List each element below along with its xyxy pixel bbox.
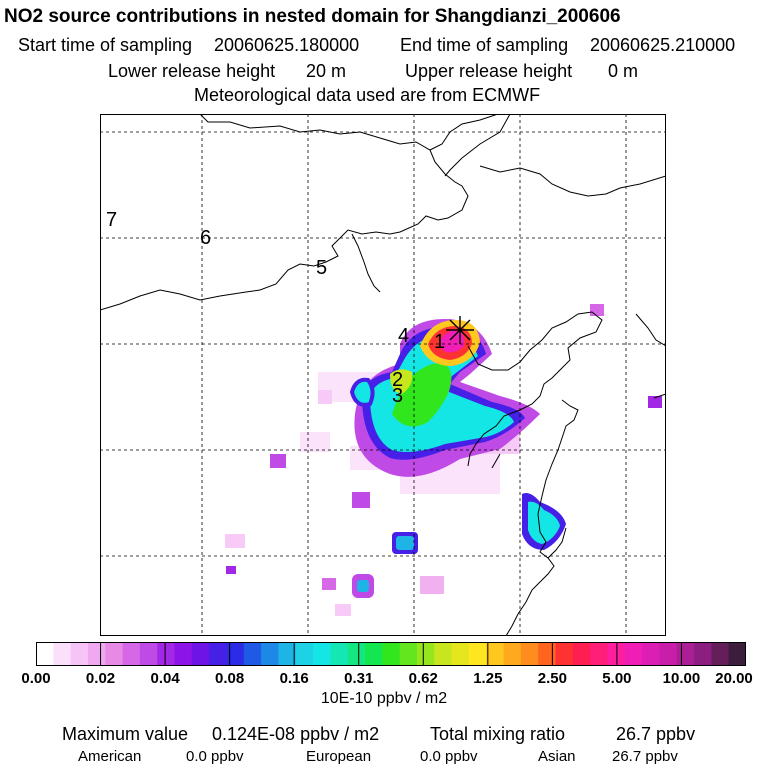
upper-release-value: 0 m: [608, 61, 639, 81]
european-label: European: [306, 748, 372, 765]
region-label-1: 1: [434, 331, 445, 353]
start-time-value: 20060625.180000: [214, 35, 360, 55]
color-scale-tick-label: 0.62: [408, 670, 438, 687]
color-scale-swatch: [711, 642, 730, 666]
color-scale-swatch: [243, 642, 262, 666]
color-scale-swatch: [451, 642, 470, 666]
color-scale-swatch: [87, 642, 106, 666]
color-scale-swatch: [295, 642, 314, 666]
color-scale-frame: [36, 642, 746, 666]
american-label: American: [78, 748, 142, 765]
color-scale-tick-label: 20.00: [715, 670, 753, 687]
color-scale-swatch: [503, 642, 522, 666]
upper-release-label: Upper release height: [405, 61, 573, 81]
color-scale-swatch: [728, 642, 746, 666]
total-mixing-value: 26.7 ppbv: [616, 724, 696, 744]
chart-title: NO2 source contributions in nested domai…: [4, 6, 621, 27]
color-scale-swatch: [572, 642, 591, 666]
color-scale-swatch: [139, 642, 158, 666]
color-scale-swatch: [590, 642, 608, 666]
color-scale-swatch: [468, 642, 487, 666]
color-scale-swatch: [538, 642, 557, 666]
start-time-label: Start time of sampling: [18, 35, 193, 55]
color-scale-swatch: [53, 642, 72, 666]
color-scale-swatch: [330, 642, 349, 666]
end-time-label: End time of sampling: [400, 35, 569, 55]
color-scale-swatch: [191, 642, 210, 666]
asian-label: Asian: [538, 748, 576, 765]
color-scale-units: 10E-10 ppbv / m2: [320, 690, 448, 707]
lat-lon-grid: [100, 114, 666, 636]
color-scale-tick-label: 0.16: [279, 670, 309, 687]
color-scale-swatch: [105, 642, 124, 666]
station-plus-marker: [446, 316, 474, 344]
region-label-3: 3: [392, 385, 403, 407]
color-scale-swatch: [416, 642, 435, 666]
color-scale-swatch: [261, 642, 279, 666]
color-scale-swatch: [70, 642, 89, 666]
color-scale-swatch: [36, 642, 54, 666]
max-value-label: Maximum value: [62, 724, 189, 744]
color-scale-tick-label: 5.00: [602, 670, 632, 687]
color-scale-tick-label: 2.50: [537, 670, 567, 687]
max-value: 0.124E-08 ppbv / m2: [212, 724, 380, 744]
color-scale-swatch: [624, 642, 643, 666]
american-value: 0.0 ppbv: [186, 748, 244, 765]
color-scale-swatch: [399, 642, 418, 666]
color-scale-swatch: [382, 642, 401, 666]
map-frame: [100, 114, 666, 636]
color-scale-tick-label: 0.02: [85, 670, 116, 687]
color-scale-swatch: [209, 642, 227, 666]
color-scale-swatch: [676, 642, 695, 666]
color-scale-tick-label: 10.00: [662, 670, 701, 687]
color-scale-swatch: [174, 642, 193, 666]
color-scale-swatch: [347, 642, 366, 666]
region-label-2: 2: [392, 369, 403, 391]
asian-value: 26.7 ppbv: [612, 748, 678, 765]
color-scale-swatch: [486, 642, 505, 666]
total-mixing-label: Total mixing ratio: [430, 724, 566, 744]
color-scale-swatch: [555, 642, 574, 666]
region-label-5: 5: [316, 257, 327, 279]
color-scale-swatch: [434, 642, 453, 666]
color-scale-tick-label: 0.31: [344, 670, 374, 687]
lower-release-value: 20 m: [306, 61, 347, 81]
end-time-value: 20060625.210000: [590, 35, 736, 55]
color-scale-swatch: [226, 642, 245, 666]
color-scale-swatch: [122, 642, 141, 666]
region-label-7: 7: [106, 209, 117, 231]
lower-release-label: Lower release height: [108, 61, 276, 81]
color-scale-bar: [36, 642, 746, 666]
color-scale-swatch: [659, 642, 678, 666]
color-scale-swatch: [157, 642, 176, 666]
color-scale-swatch: [278, 642, 297, 666]
european-value: 0.0 ppbv: [420, 748, 478, 765]
color-scale-swatch: [365, 642, 383, 666]
region-label-6: 6: [200, 227, 211, 249]
coastline: [100, 114, 666, 636]
color-scale-tick-label: 0.00: [21, 670, 51, 687]
concentration-plume: [354, 319, 540, 477]
color-scale-swatch: [313, 642, 331, 666]
color-scale-tick-label: 0.04: [150, 670, 180, 687]
color-scale-swatch: [694, 642, 712, 666]
isolated-patches: [226, 304, 662, 598]
color-scale-tick-label: 1.25: [473, 670, 503, 687]
color-scale-swatch: [642, 642, 660, 666]
concentration-map: 7 6 5 4 1 2 3: [100, 114, 666, 636]
region-label-4: 4: [398, 325, 409, 347]
color-scale-tick-label: 0.08: [215, 670, 245, 687]
color-scale-swatch: [520, 642, 539, 666]
met-data-text: Meteorological data used are from ECMWF: [194, 85, 541, 105]
color-scale-swatch: [607, 642, 626, 666]
